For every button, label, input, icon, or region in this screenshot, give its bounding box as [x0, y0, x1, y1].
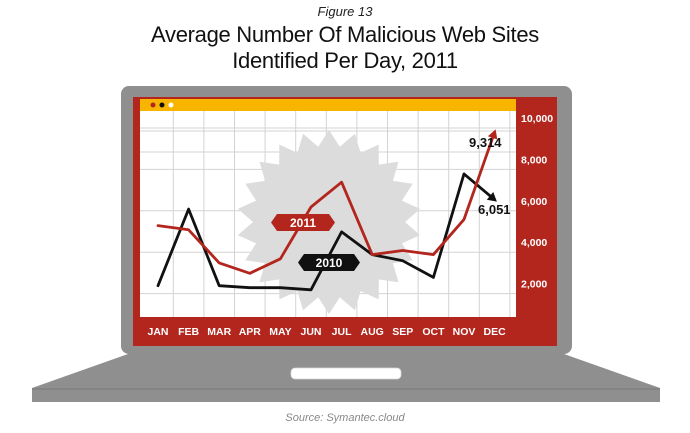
y-tick-label: 10,000	[521, 113, 553, 125]
y-tick-label: 6,000	[521, 196, 547, 208]
x-tick-label: MAR	[207, 326, 231, 338]
x-tick-label: DEC	[484, 326, 507, 338]
x-tick-label: FEB	[178, 326, 199, 338]
window-dot-icon	[168, 102, 174, 108]
arrow-head-2011	[487, 129, 498, 140]
x-tick-label: MAY	[269, 326, 291, 338]
laptop-trackpad	[290, 367, 402, 380]
x-axis-ticks: JAN FEB MAR APR MAY JUN JUL AUG SEP OCT NOV DEC	[147, 326, 506, 338]
legend-tag-2010	[298, 254, 360, 271]
x-tick-label: APR	[239, 326, 262, 338]
x-tick-label: NOV	[453, 326, 476, 338]
window-dot-icon	[150, 102, 156, 108]
browser-top-bar	[140, 99, 516, 111]
y-axis-ticks: 2,000 4,000 6,000 8,000 10,000	[521, 113, 553, 291]
figure-label: Figure 13	[317, 4, 373, 19]
source-note: Source: Symantec.cloud	[285, 412, 405, 424]
x-tick-label: JUN	[300, 326, 321, 338]
legend-label-2010: 2010	[316, 256, 343, 270]
chart-title-line-2: Identified Per Day, 2011	[232, 48, 458, 73]
x-tick-label: SEP	[392, 326, 413, 338]
legend-tag-2011	[271, 214, 335, 231]
x-tick-label: OCT	[422, 326, 445, 338]
legend-label-2011: 2011	[290, 216, 316, 230]
x-tick-label: JAN	[147, 326, 168, 338]
chart-title: Average Number Of Malicious Web Sites Id…	[0, 22, 690, 74]
x-tick-label: JUL	[332, 326, 352, 338]
series-labels: 2011 9,314 2010 6,051	[271, 135, 511, 271]
x-tick-label: AUG	[361, 326, 384, 338]
window-dot-icon	[159, 102, 165, 108]
series-line-2011	[156, 130, 497, 275]
end-value-label-2011: 9,314	[469, 135, 502, 150]
end-value-label-2010: 6,051	[478, 202, 511, 217]
arrow-head-2010	[486, 192, 497, 202]
chart-title-line-1: Average Number Of Malicious Web Sites	[151, 22, 539, 47]
y-tick-label: 8,000	[521, 154, 547, 166]
y-tick-label: 4,000	[521, 237, 547, 249]
y-tick-label: 2,000	[521, 279, 547, 291]
